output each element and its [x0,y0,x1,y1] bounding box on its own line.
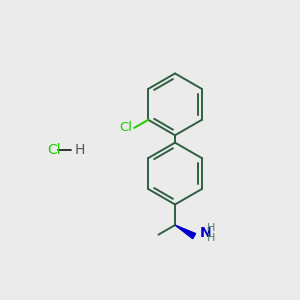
Text: H: H [207,232,215,243]
Text: N: N [200,226,211,240]
Text: Cl: Cl [119,122,132,134]
Text: H: H [75,143,85,157]
Polygon shape [175,225,196,239]
Text: Cl: Cl [47,143,61,157]
Text: H: H [207,223,215,233]
